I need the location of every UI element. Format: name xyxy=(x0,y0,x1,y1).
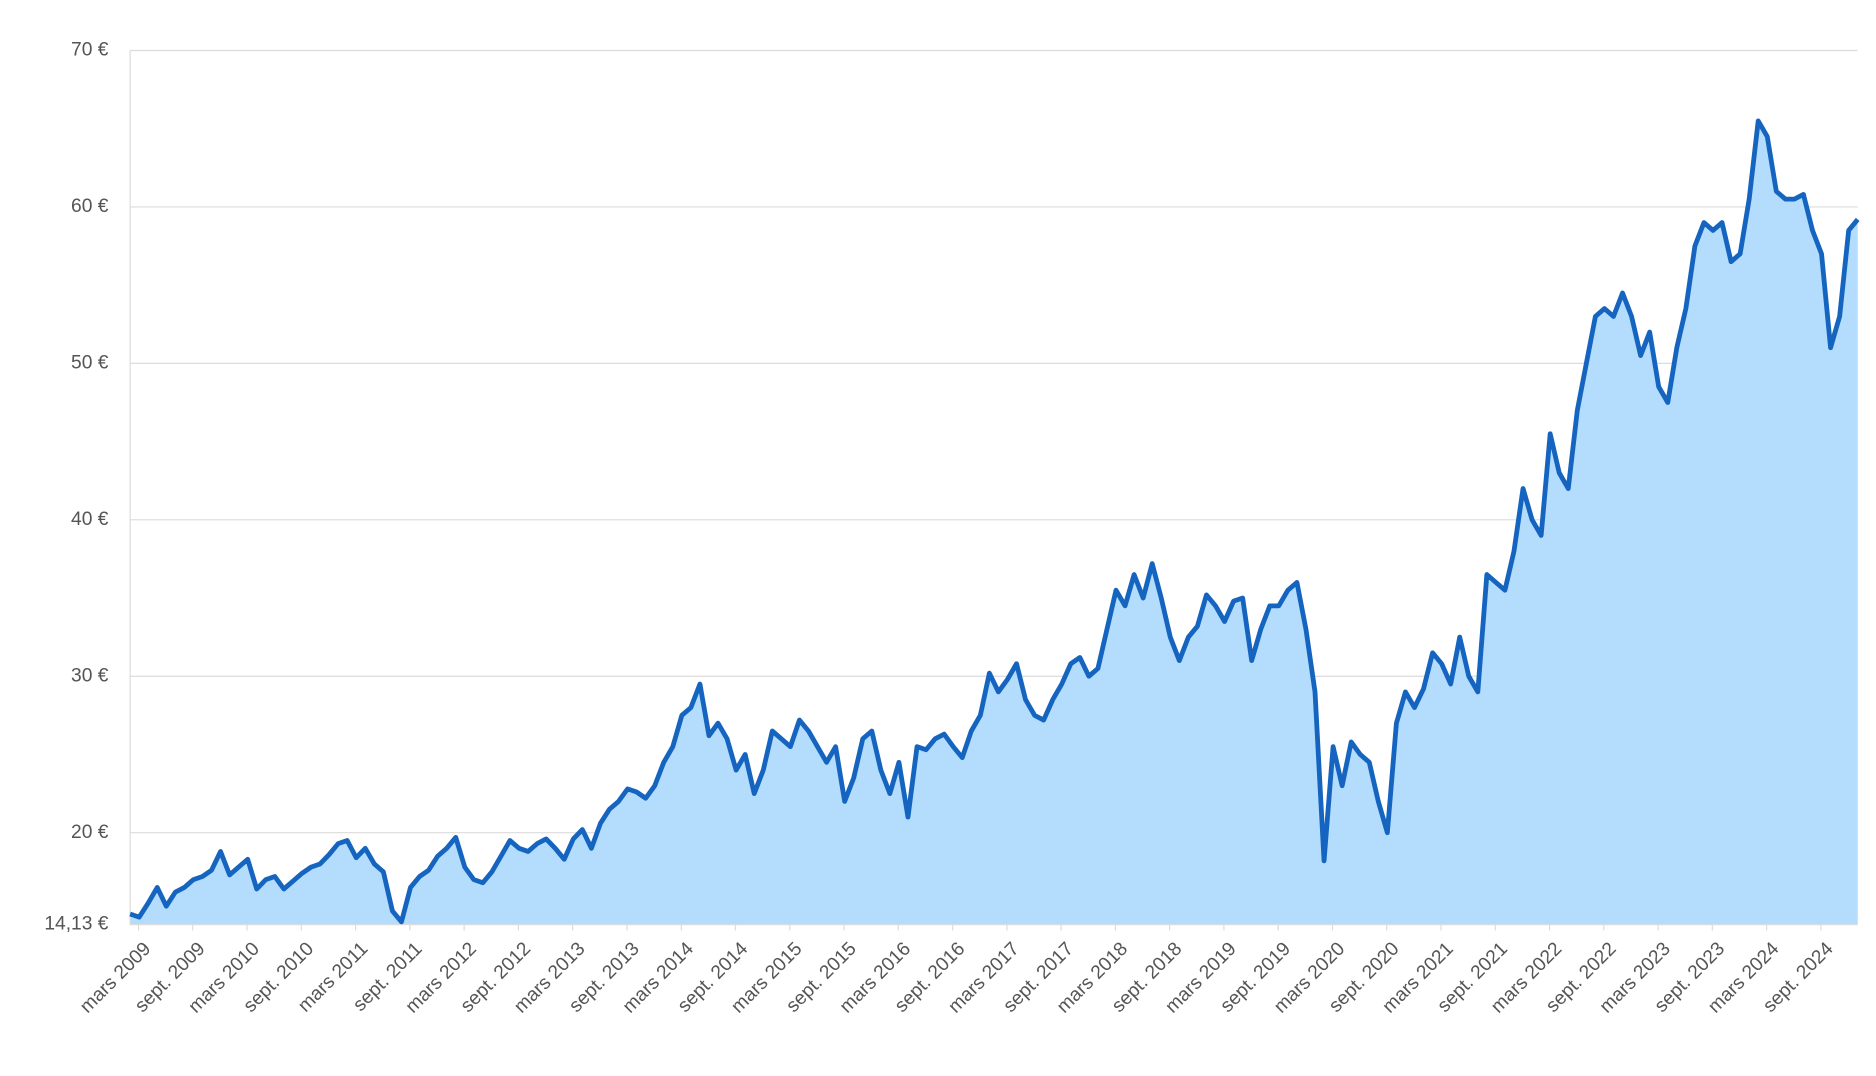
y-tick-label: 30 € xyxy=(71,665,109,686)
y-tick-label: 40 € xyxy=(71,509,109,530)
y-tick-label: 14,13 € xyxy=(44,914,108,935)
line xyxy=(129,118,1860,925)
y-tick-label: 50 € xyxy=(71,352,109,373)
y-tick-label: 60 € xyxy=(71,196,109,217)
area xyxy=(130,120,1858,925)
y-tick-label: 70 € xyxy=(71,40,109,61)
y-tick-label: 20 € xyxy=(71,822,109,843)
